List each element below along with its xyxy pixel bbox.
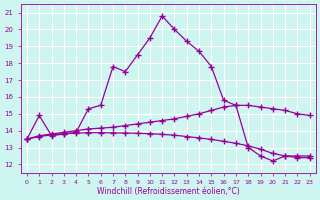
X-axis label: Windchill (Refroidissement éolien,°C): Windchill (Refroidissement éolien,°C) xyxy=(97,187,240,196)
